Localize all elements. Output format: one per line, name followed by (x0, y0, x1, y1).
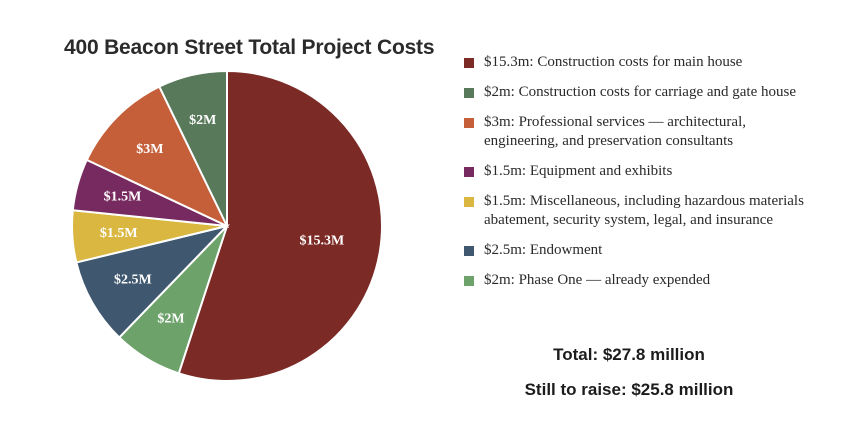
legend: $15.3m: Construction costs for main hous… (464, 53, 824, 301)
legend-label: $1.5m: Miscellaneous, including hazardou… (484, 193, 804, 228)
legend-label: $15.3m: Construction costs for main hous… (484, 54, 743, 70)
pie-slice (85, 85, 230, 229)
legend-label: $2m: Construction costs for carriage and… (484, 84, 796, 100)
legend-swatch (464, 88, 474, 98)
legend-item: $3m: Professional services — architectur… (464, 113, 824, 151)
legend-item: $2m: Phase One — already expended (464, 271, 824, 290)
legend-item: $2m: Construction costs for carriage and… (464, 83, 824, 102)
legend-label: $2m: Phase One — already expended (484, 272, 711, 288)
legend-swatch (464, 276, 474, 286)
slice-label: $1.5M (100, 226, 138, 241)
legend-item: $15.3m: Construction costs for main hous… (464, 53, 824, 72)
legend-swatch (464, 118, 474, 128)
still-to-raise-label: Still to raise: $25.8 million (524, 380, 734, 399)
legend-label: $1.5m: Equipment and exhibits (484, 163, 673, 179)
slice-label: $3M (136, 142, 163, 157)
slice-label: $15.3M (300, 234, 345, 249)
legend-swatch (464, 58, 474, 68)
legend-label: $2.5m: Endowment (484, 242, 603, 258)
pie-slice (177, 69, 383, 382)
chart-title: 400 Beacon Street Total Project Costs (64, 36, 435, 59)
total-label: Total: $27.8 million (553, 345, 705, 364)
slice-label: $1.5M (104, 189, 142, 204)
legend-swatch (464, 197, 474, 207)
legend-label: $3m: Professional services — architectur… (484, 114, 747, 149)
legend-swatch (464, 246, 474, 256)
legend-item: $1.5m: Miscellaneous, including hazardou… (464, 192, 824, 230)
legend-item: $2.5m: Endowment (464, 241, 824, 260)
pie-slice (157, 69, 228, 227)
legend-item: $1.5m: Equipment and exhibits (464, 162, 824, 181)
slice-label: $2.5M (114, 272, 152, 287)
legend-swatch (464, 167, 474, 177)
slice-label: $2M (189, 113, 216, 128)
slice-label: $2M (157, 311, 184, 326)
